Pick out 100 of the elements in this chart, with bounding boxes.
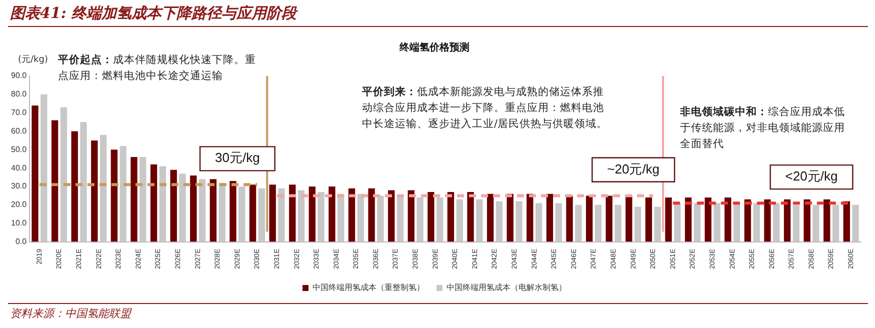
y-tick-label: 70.0 — [10, 108, 28, 118]
bar — [496, 201, 503, 242]
bar — [130, 157, 138, 242]
bar — [694, 203, 701, 242]
bar — [396, 196, 404, 242]
legend-label: 中国终端用氢成本（电解水制氢） — [446, 283, 566, 292]
y-tick-label: 30.0 — [10, 182, 28, 191]
bar — [159, 166, 166, 242]
bar — [278, 188, 285, 242]
y-tick-label: 10.0 — [10, 218, 28, 228]
bar — [555, 203, 562, 242]
bar — [428, 192, 434, 242]
bar — [606, 196, 612, 242]
bar — [289, 184, 296, 242]
bar — [328, 186, 336, 242]
bar — [812, 204, 820, 242]
bar — [238, 186, 246, 242]
bar — [824, 199, 830, 242]
bar — [852, 204, 859, 242]
annotation: ~20元/kg — [607, 161, 660, 176]
bar — [357, 194, 364, 242]
bar — [218, 182, 226, 242]
bar — [665, 198, 672, 242]
bar — [170, 170, 177, 242]
bar — [308, 186, 316, 242]
bar — [91, 140, 98, 242]
bar — [645, 198, 652, 242]
bar — [249, 184, 256, 242]
bar — [80, 122, 87, 242]
bar — [298, 190, 305, 242]
y-tick-label: 40.0 — [10, 163, 28, 172]
bar — [198, 179, 206, 242]
bar — [150, 164, 158, 242]
bar — [269, 184, 276, 242]
bar — [348, 188, 356, 242]
bar — [318, 192, 324, 242]
legend-label: 中国终端用氢成本（重整制氢） — [312, 283, 424, 292]
annotation: 30元/kg — [215, 150, 260, 166]
bar — [140, 157, 146, 242]
bar — [526, 194, 534, 242]
bar — [626, 196, 632, 242]
bar — [614, 204, 622, 242]
bar — [476, 199, 483, 242]
bar — [654, 206, 661, 242]
y-axis-title: (元/kg) — [18, 54, 48, 65]
bar — [210, 179, 217, 242]
bar — [546, 194, 554, 242]
bar — [704, 198, 712, 242]
bar — [714, 203, 720, 242]
bar — [634, 206, 642, 242]
bar — [744, 199, 752, 242]
bar — [190, 175, 197, 242]
bar — [586, 196, 593, 242]
bar — [575, 204, 582, 242]
bar — [566, 196, 573, 242]
bar — [120, 146, 126, 242]
bar — [516, 201, 522, 242]
bar — [832, 204, 840, 242]
bar — [51, 120, 58, 242]
y-tick-label: 50.0 — [10, 144, 28, 154]
annotation: 平价到来：低成本新能源发电与成熟的储运体系推动综合应用成本进一步下降。重点应用：燃料电池中长途运输、逐步进入工业/居民供热与供暖领域。 — [362, 85, 609, 132]
y-tick-label: 90.0 — [10, 71, 28, 80]
bar — [60, 107, 68, 242]
annotation: 非电领域碳中和：综合应用成本低于传统能源，对非电领域能源应用全面替代 — [680, 105, 846, 152]
bar — [753, 203, 760, 242]
bar — [784, 199, 791, 242]
y-tick-label: 0.0 — [15, 236, 28, 246]
bar — [377, 196, 384, 242]
bar — [804, 199, 810, 242]
y-tick-label: 80.0 — [10, 90, 28, 99]
bar — [535, 203, 542, 242]
bar — [674, 203, 681, 242]
bar — [506, 194, 514, 242]
bar — [368, 188, 375, 242]
bar — [179, 174, 186, 242]
chart-title: 终端氢价格预测 — [398, 42, 470, 54]
bar — [684, 198, 692, 242]
bar — [467, 192, 474, 242]
bar — [32, 105, 38, 242]
bar — [258, 188, 266, 242]
y-tick-label: 20.0 — [10, 200, 28, 210]
annotation: <20元/kg — [785, 168, 838, 184]
bar — [773, 203, 780, 242]
bar — [733, 203, 740, 242]
bar — [792, 204, 800, 242]
bar — [408, 190, 414, 242]
bar — [388, 190, 395, 242]
bar — [594, 204, 602, 242]
bar — [724, 198, 732, 242]
bar — [843, 201, 850, 242]
bar — [486, 194, 494, 242]
annotation: 平价起点：成本伴随规模化快速下降。重点应用：燃料电池中长途交通运输 — [58, 53, 257, 84]
bar — [40, 94, 48, 242]
text: 资料来源：中国氢能联盟 — [10, 306, 131, 321]
bar — [100, 134, 107, 242]
bar — [447, 192, 454, 242]
bar — [456, 199, 463, 242]
bar — [230, 180, 236, 242]
bar — [436, 198, 444, 242]
bar — [71, 131, 78, 242]
